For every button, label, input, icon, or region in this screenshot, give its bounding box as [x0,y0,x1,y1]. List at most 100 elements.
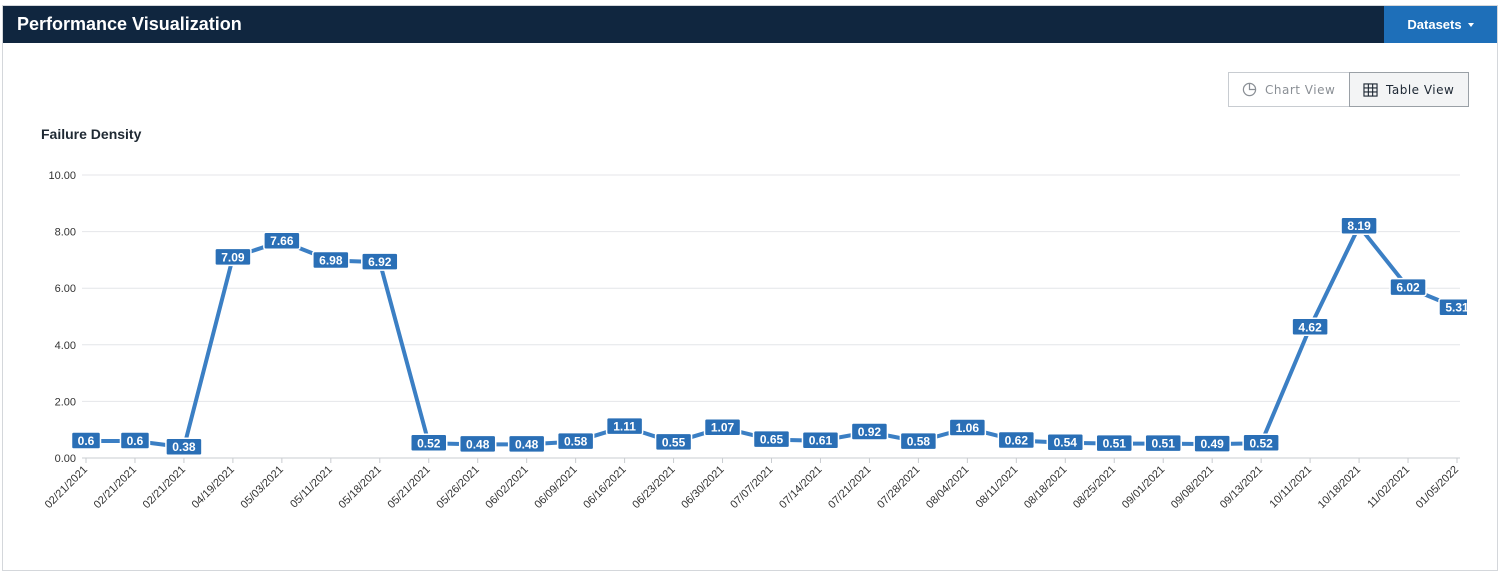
data-label: 0.62 [1005,433,1029,447]
data-label-box [1438,297,1467,317]
data-point[interactable]: 0.49 [1193,434,1231,453]
data-label-box [801,430,840,450]
data-point[interactable]: 6.98 [312,250,350,270]
data-point[interactable]: 0.62 [997,430,1036,450]
data-label: 8.19 [1347,219,1371,233]
x-tick-label: 06/02/2021 [483,464,530,511]
data-point[interactable]: 1.11 [605,416,644,436]
x-tick-label: 02/21/2021 [92,464,139,511]
y-tick-label: 4.00 [55,340,76,352]
x-tick-label: 09/13/2021 [1218,464,1265,511]
data-label-box [948,418,987,437]
x-tick-label: 11/02/2021 [1365,464,1412,511]
data-label: 0.92 [858,425,882,439]
x-tick-label: 07/07/2021 [728,464,775,511]
data-label-box [70,431,102,450]
data-label: 4.62 [1298,320,1322,334]
data-label-box [605,416,644,436]
pie-chart-icon [1242,82,1257,97]
data-label-box [1389,277,1427,297]
data-label-box [165,437,203,456]
data-point[interactable]: 6.92 [361,252,399,271]
data-label-box [1046,432,1085,452]
data-point[interactable]: 1.06 [948,418,987,437]
data-label: 0.6 [127,434,144,448]
data-label: 0.6 [78,434,95,448]
datasets-label: Datasets [1407,17,1462,32]
data-point[interactable]: 0.65 [752,429,791,449]
y-tick-label: 2.00 [55,396,76,408]
data-label: 1.07 [711,421,735,435]
data-label-box [1193,434,1231,453]
data-label: 0.48 [515,437,539,451]
data-point[interactable]: 7.09 [214,247,252,267]
x-tick-label: 05/21/2021 [385,464,432,511]
data-point[interactable]: 0.92 [850,422,889,441]
data-label: 0.58 [564,435,588,449]
data-label: 0.51 [1152,437,1176,451]
data-point[interactable]: 0.6 [119,431,151,450]
data-point[interactable]: 0.48 [507,434,546,454]
data-point[interactable]: 7.66 [263,231,301,250]
data-point[interactable]: 0.51 [1144,433,1182,453]
data-label-box [1095,433,1133,453]
data-point[interactable]: 5.31 [1438,297,1475,317]
x-tick-label: 02/21/2021 [43,464,90,511]
data-point[interactable]: 0.58 [556,431,595,451]
data-label-box [654,432,693,452]
data-point[interactable]: 8.19 [1340,216,1378,235]
x-tick-label: 08/04/2021 [924,464,971,511]
x-tick-label: 07/28/2021 [875,464,922,511]
data-point[interactable]: 0.38 [165,437,203,456]
x-tick-label: 05/11/2021 [288,464,335,511]
data-point[interactable]: 0.52 [1242,433,1280,453]
data-label: 1.06 [956,421,980,435]
data-label-box [703,417,742,437]
x-tick-label: 04/19/2021 [190,464,237,511]
caret-down-icon [1467,22,1474,27]
data-point[interactable]: 0.61 [801,430,840,450]
table-view-label: Table View [1386,82,1455,97]
data-point[interactable]: 0.55 [654,432,693,452]
data-label-box [997,430,1036,450]
panel-header: Performance Visualization Datasets [3,6,1497,43]
x-tick-label: 08/25/2021 [1071,464,1118,511]
data-point[interactable]: 0.51 [1095,433,1133,453]
data-label: 6.02 [1396,281,1420,295]
data-label: 6.98 [319,253,343,267]
table-view-button[interactable]: Table View [1349,72,1469,107]
x-tick-label: 06/16/2021 [581,464,628,511]
y-tick-label: 0.00 [55,453,76,465]
data-label-box [850,422,889,441]
data-point[interactable]: 4.62 [1291,317,1329,337]
data-label: 0.52 [1249,436,1273,450]
data-label-box [1340,216,1378,235]
x-tick-label: 07/14/2021 [777,464,824,511]
x-tick-label: 05/26/2021 [434,464,481,511]
data-point[interactable]: 0.54 [1046,432,1085,452]
data-label: 6.92 [368,255,392,269]
x-tick-label: 08/18/2021 [1022,464,1069,511]
data-label-box [263,231,301,250]
data-label-box [361,252,399,271]
data-label: 0.51 [1103,437,1127,451]
data-point[interactable]: 0.48 [458,434,497,454]
failure-density-line [84,224,1459,450]
data-point[interactable]: 0.52 [410,433,448,453]
x-tick-label: 06/30/2021 [679,464,726,511]
x-tick-label: 09/01/2021 [1120,464,1167,511]
data-point[interactable]: 0.6 [70,431,102,450]
data-point[interactable]: 6.02 [1389,277,1427,297]
chart-title: Failure Density [41,126,142,142]
data-label: 0.61 [809,434,833,448]
data-label-box [899,431,938,451]
data-point[interactable]: 0.58 [899,431,938,451]
data-label-box [507,434,546,454]
data-point[interactable]: 1.07 [703,417,742,437]
x-tick-label: 05/18/2021 [336,464,383,511]
data-label: 7.09 [221,250,245,264]
data-label: 0.48 [466,437,490,451]
datasets-dropdown-button[interactable]: Datasets [1384,6,1497,43]
data-label-box [214,247,252,267]
